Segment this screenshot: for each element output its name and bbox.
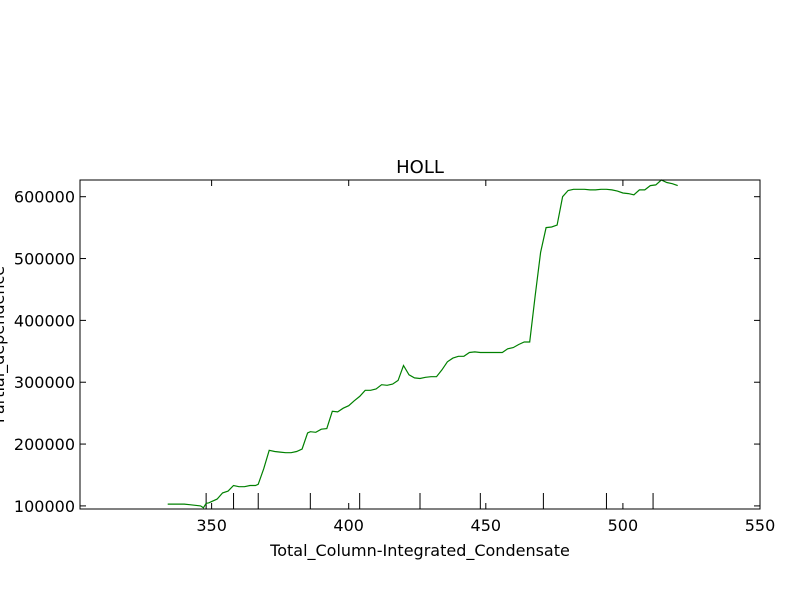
chart-title: HOLL	[396, 157, 444, 178]
y-tick-label: 100000	[14, 497, 75, 516]
x-tick-label: 550	[745, 516, 776, 535]
x-tick-label: 500	[608, 516, 639, 535]
tick-labels: 350 400 450 500 550 100000 200000 300000 400000 5…	[14, 188, 775, 535]
x-axis-label: Total_Column-Integrated_Condensate	[269, 541, 570, 561]
y-tick-label: 500000	[14, 250, 75, 269]
y-tick-label: 300000	[14, 373, 75, 392]
y-axis-label: Partial_dependence	[0, 266, 9, 423]
x-tick-label: 350	[196, 516, 227, 535]
x-tick-label: 400	[333, 516, 364, 535]
rug-marks	[205, 493, 654, 509]
axis-ticks	[80, 180, 761, 509]
y-tick-label: 600000	[14, 188, 75, 207]
series-line	[167, 179, 678, 509]
y-tick-label: 200000	[14, 435, 75, 454]
x-tick-label: 450	[471, 516, 502, 535]
y-tick-label: 400000	[14, 311, 75, 330]
plot-frame	[79, 179, 761, 510]
series-lines	[167, 179, 678, 509]
